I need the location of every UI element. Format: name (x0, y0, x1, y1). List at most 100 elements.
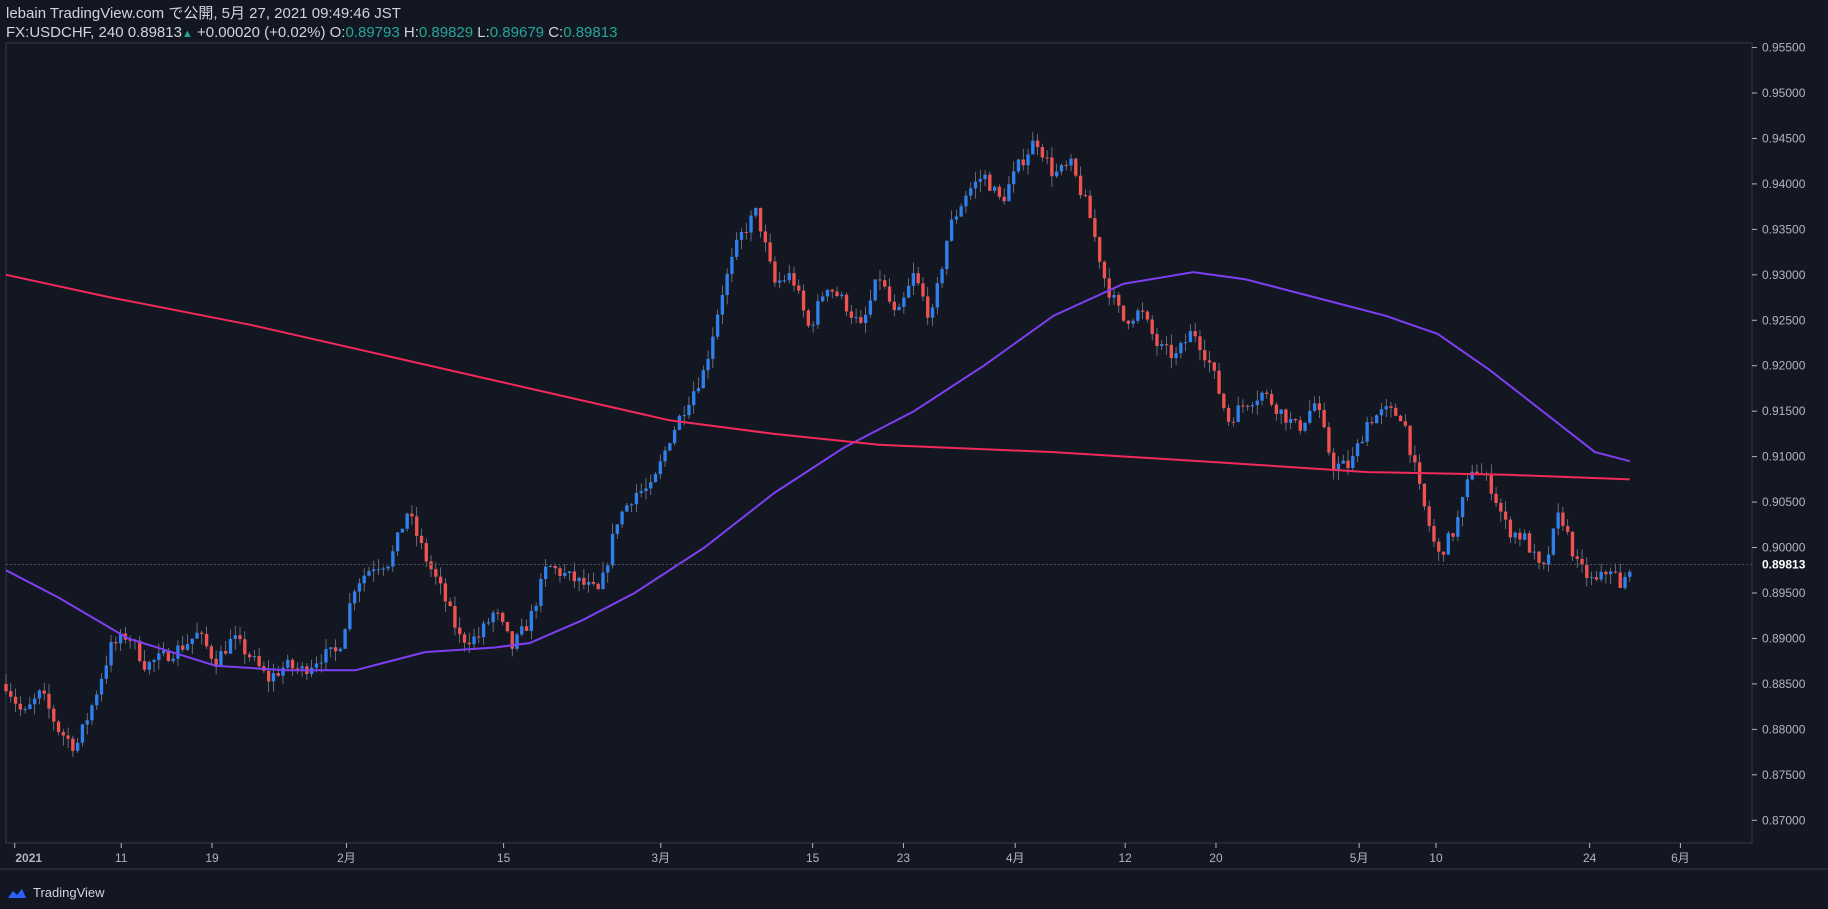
symbol-label[interactable]: FX:USDCHF, 240 (6, 24, 124, 41)
y-tick-label: 0.94500 (1762, 131, 1806, 145)
candle (854, 308, 858, 324)
plot-border (5, 42, 1753, 844)
candle (496, 608, 500, 621)
candle (204, 626, 209, 650)
candle (978, 169, 982, 193)
candle (930, 304, 935, 326)
candle (639, 483, 643, 498)
candle (80, 723, 85, 747)
candle (429, 555, 433, 578)
candle (1012, 161, 1016, 193)
close-value: 0.89813 (563, 24, 618, 41)
candle (524, 619, 529, 632)
candle (1246, 404, 1250, 411)
time-axis[interactable]: 2021 11 19 2月 15 3月 15 23 4月 12 20 5月 10 24 6月 (14, 843, 1690, 865)
last-price-badge (1754, 555, 1824, 574)
candle (481, 620, 486, 645)
candle (601, 562, 605, 590)
candle (434, 562, 438, 585)
x-tick-label: 15 (497, 851, 511, 865)
candle (228, 629, 233, 655)
last-price: 0.89813 (127, 24, 182, 41)
candle (1074, 157, 1078, 178)
candle (1150, 315, 1154, 341)
x-tick-label: 2021 (15, 851, 42, 865)
candle (1494, 487, 1498, 507)
candle (1456, 510, 1460, 542)
candle (926, 287, 930, 325)
candle (539, 573, 543, 613)
candle (85, 713, 89, 735)
candle (171, 651, 175, 664)
candle (410, 505, 414, 525)
candle (1336, 456, 1341, 480)
y-tick-label: 0.90500 (1762, 495, 1806, 509)
candle (1112, 287, 1116, 306)
candle (696, 377, 701, 394)
candle (1556, 503, 1560, 536)
candle (844, 292, 849, 317)
candle (99, 673, 104, 702)
candle (878, 270, 882, 290)
footer-brand[interactable]: TradingView (6, 885, 105, 900)
candle (1002, 188, 1006, 205)
candle (997, 184, 1002, 200)
candle (1097, 236, 1102, 269)
candle (114, 636, 118, 651)
candle (692, 381, 696, 414)
candle (1308, 400, 1312, 425)
y-tick-label: 0.95500 (1762, 41, 1806, 55)
candle (615, 524, 619, 540)
candle (983, 170, 987, 186)
candle (1183, 333, 1188, 352)
candle (954, 209, 959, 225)
candle (395, 531, 400, 556)
candle (1198, 330, 1202, 361)
candle (801, 284, 806, 318)
candle (940, 266, 944, 289)
y-tick-label: 0.93500 (1762, 222, 1806, 236)
candle (448, 597, 452, 607)
candle (1136, 307, 1140, 324)
candle (758, 207, 763, 238)
candle (572, 562, 576, 589)
x-tick-label: 11 (115, 851, 128, 865)
candle (1613, 563, 1618, 574)
candle (1580, 549, 1584, 573)
y-tick-label: 0.95000 (1762, 86, 1806, 100)
candle (873, 279, 877, 302)
candle (730, 248, 734, 283)
candle (825, 289, 830, 302)
candle (462, 631, 467, 652)
candle (548, 564, 553, 568)
candle (1332, 448, 1336, 480)
candles (4, 132, 1632, 757)
candle (629, 503, 634, 513)
candle (348, 592, 352, 632)
candle (209, 643, 214, 665)
candle (276, 666, 280, 678)
price-axis[interactable]: 0.95500 0.95000 0.94500 0.94000 0.93500 0.930… (1752, 41, 1824, 828)
candle (66, 727, 70, 749)
candle (1226, 404, 1231, 426)
close-label: C: (548, 24, 564, 41)
candle (1408, 425, 1412, 463)
candle (534, 602, 538, 619)
tradingview-cloud-icon (8, 888, 26, 898)
candle (295, 662, 299, 675)
candle (1432, 518, 1436, 548)
candle (558, 565, 562, 583)
candle (883, 274, 887, 290)
candle (749, 210, 753, 242)
candle (668, 442, 672, 452)
candle (343, 628, 347, 649)
candle (333, 639, 338, 661)
ma-line-fast (5, 271, 1631, 672)
candle (653, 472, 658, 483)
candle (32, 693, 37, 715)
candle (778, 272, 782, 289)
candle (906, 278, 911, 299)
candle (1188, 324, 1193, 343)
candle (352, 589, 357, 611)
